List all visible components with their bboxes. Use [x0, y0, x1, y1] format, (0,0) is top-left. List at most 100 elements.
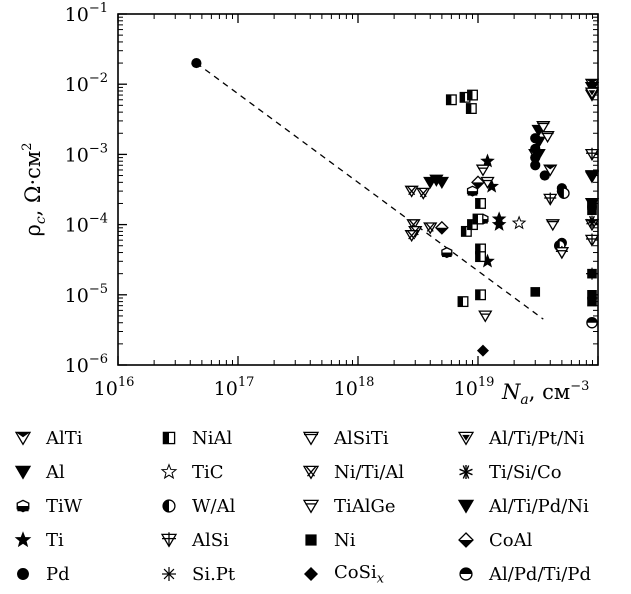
y-tick-label: 10−2	[65, 71, 108, 96]
legend-item: Al/Ti/Pd/Ni	[455, 492, 589, 520]
legend-item: Al/Pd/Ti/Pd	[455, 560, 591, 588]
legend-item: Pd	[12, 560, 70, 588]
marker-shape	[305, 534, 317, 546]
marker-line	[426, 222, 435, 232]
legend-label: AlSiTi	[334, 427, 389, 449]
marker-shape	[302, 499, 320, 514]
legend-marker	[14, 431, 32, 446]
data-point	[472, 213, 484, 225]
marker-shape	[530, 287, 541, 297]
data-point	[587, 268, 597, 279]
data-point	[554, 247, 570, 260]
marker-line	[425, 222, 434, 232]
data-point	[467, 89, 478, 101]
series-nial	[445, 89, 486, 308]
marker-shape	[530, 143, 541, 154]
y-tick-label: 10−5	[65, 282, 108, 307]
data-point	[457, 296, 469, 308]
legend-marker	[302, 499, 320, 514]
data-point	[475, 198, 486, 209]
marker-fill	[558, 188, 564, 199]
data-point	[584, 147, 600, 162]
x-tick-label: 1017	[214, 375, 255, 400]
data-point	[465, 103, 477, 114]
legend-item: Ti/Si/Co	[455, 458, 562, 486]
legend-marker	[457, 431, 475, 446]
legend-marker	[17, 568, 29, 580]
marker-shape	[539, 170, 550, 181]
marker-shape	[587, 200, 597, 210]
data-point	[536, 121, 551, 134]
data-point	[475, 251, 486, 263]
marker-fill	[475, 290, 481, 300]
marker-fill	[460, 568, 472, 574]
data-point	[530, 287, 541, 297]
marker-fill	[446, 94, 452, 105]
data-point	[434, 176, 450, 190]
data-point	[539, 170, 550, 181]
marker-line	[406, 185, 416, 196]
legend-label: Al	[46, 461, 65, 483]
marker-fill	[442, 252, 452, 258]
marker-shape	[491, 216, 507, 231]
data-point	[466, 185, 479, 197]
marker-line	[408, 185, 417, 196]
legend-item: TiAlGe	[300, 492, 396, 520]
legend-item: Al	[12, 458, 65, 486]
marker-shape	[530, 152, 541, 163]
legend-marker	[16, 499, 30, 513]
marker-fill	[467, 90, 473, 100]
y-tick-label: 10−6	[65, 352, 108, 377]
marker-fill	[472, 182, 484, 189]
legend-marker	[14, 531, 32, 548]
marker-shape	[480, 153, 495, 168]
chart-plot: 10−6 10−5 10−4 10−3 10−2 10−1 1016 1017 1018 1019…	[20, 1, 600, 408]
chart-legend: AlTi NiAl AlSiTi Al/Ti/Pt/Ni Al TiC Ni/Ti/Al Ti…	[0, 418, 631, 594]
marker-shape	[545, 219, 560, 232]
series-tic	[511, 215, 527, 230]
marker-shape	[304, 567, 318, 581]
marker-shape	[587, 290, 597, 300]
legend-item: NiAl	[158, 424, 232, 452]
marker-fill	[473, 214, 478, 224]
legend-label: TiW	[46, 495, 83, 517]
legend-label: AlTi	[46, 427, 83, 449]
x-tick-label: 1018	[334, 375, 375, 400]
legend-item: W/Al	[158, 492, 235, 520]
marker-shape	[511, 215, 527, 230]
data-point	[445, 94, 457, 106]
marker-fill	[467, 191, 478, 196]
data-point	[404, 230, 419, 243]
legend-item: Si.Pt	[158, 560, 235, 588]
marker-fill	[16, 432, 30, 438]
data-point	[467, 219, 478, 231]
legend-label: Al/Ti/Pt/Ni	[489, 427, 585, 449]
marker-shape	[587, 205, 597, 216]
marker-shape	[530, 133, 541, 144]
data-point	[543, 164, 558, 177]
marker-line	[305, 465, 315, 477]
series-tialge	[475, 164, 570, 323]
data-point	[530, 160, 541, 171]
marker-fill	[461, 226, 467, 237]
x-tick-label: 1016	[94, 375, 135, 400]
legend-label: Ti	[46, 529, 64, 551]
trend-line	[195, 62, 544, 320]
marker-fill	[466, 103, 472, 114]
legend-marker	[305, 534, 317, 546]
marker-shape	[530, 160, 541, 171]
legend-marker	[162, 431, 176, 445]
legend-label: TiC	[192, 461, 224, 483]
data-point	[491, 216, 507, 231]
marker-fill	[544, 165, 557, 170]
legend-item: AlTi	[12, 424, 83, 452]
marker-shape	[457, 499, 475, 514]
y-tick-label: 10−4	[65, 212, 108, 237]
legend-item: TiW	[12, 492, 82, 520]
data-point	[434, 220, 449, 235]
data-point	[460, 225, 472, 237]
series-alsiti	[536, 121, 560, 232]
marker-fill	[163, 432, 169, 444]
marker-line	[307, 465, 317, 477]
marker-shape	[540, 131, 555, 144]
